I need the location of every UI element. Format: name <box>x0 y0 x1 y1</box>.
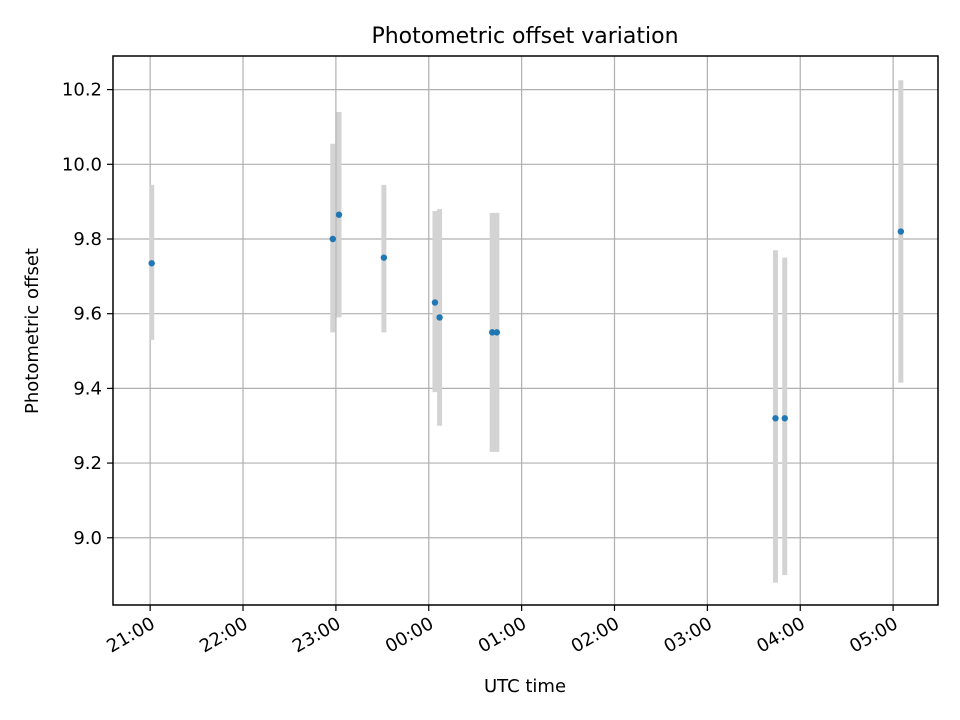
x-tick-label: 00:00 <box>382 613 437 657</box>
x-tick-label: 21:00 <box>103 613 158 657</box>
data-point <box>380 254 388 261</box>
y-axis-label: Photometric offset <box>22 248 43 414</box>
errorbar-layer <box>149 80 904 583</box>
x-tick-label: 03:00 <box>660 613 715 657</box>
x-tick-label: 05:00 <box>846 613 901 657</box>
x-tick-label: 22:00 <box>196 613 251 657</box>
y-tick-label: 10.2 <box>62 80 102 101</box>
y-tick-label: 10.0 <box>62 154 102 175</box>
data-point <box>489 329 496 336</box>
data-point <box>431 299 439 306</box>
y-tick-label: 9.4 <box>73 378 102 399</box>
y-tick-label: 9.0 <box>73 528 102 549</box>
data-point <box>329 235 336 243</box>
data-point <box>772 415 779 422</box>
plot-frame <box>112 55 939 606</box>
y-tick-label: 9.6 <box>73 304 102 325</box>
data-point <box>781 415 788 422</box>
x-tick-label: 02:00 <box>568 613 623 657</box>
data-point <box>897 228 905 235</box>
y-tick-layer: 9.0 9.2 9.4 9.6 9.8 10.0 10.2 <box>62 80 113 549</box>
x-axis-label: UTC time <box>484 676 566 697</box>
data-point <box>335 211 343 218</box>
x-tick-label: 23:00 <box>289 613 344 657</box>
y-tick-label: 9.2 <box>73 453 102 474</box>
data-point <box>493 329 501 336</box>
x-tick-layer: 21:00 22:00 23:00 00:00 01:00 02:00 03:00 04:00… <box>103 605 902 657</box>
y-tick-label: 9.8 <box>73 229 102 250</box>
point-layer <box>148 211 905 422</box>
data-point <box>148 260 155 267</box>
x-tick-label: 01:00 <box>475 613 530 657</box>
data-point <box>436 314 443 321</box>
chart-title: Photometric offset variation <box>371 24 678 49</box>
grid-layer <box>113 56 938 605</box>
x-tick-label: 04:00 <box>753 613 808 657</box>
